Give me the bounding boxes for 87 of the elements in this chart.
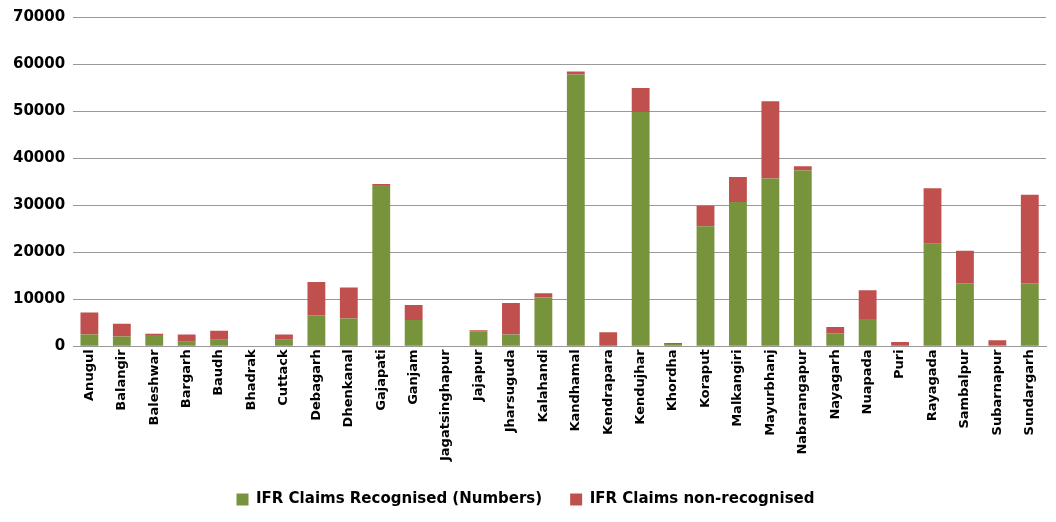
bar	[988, 340, 1007, 345]
bar	[275, 339, 293, 346]
x-tick-label: Cuttack	[275, 349, 291, 406]
x-tick-label: Jagatsinghapur	[437, 348, 453, 462]
x-tick-label: Koraput	[696, 349, 712, 409]
bar	[923, 243, 942, 346]
bar	[826, 333, 845, 346]
bar	[404, 320, 423, 346]
y-tick-label: 30000	[13, 195, 66, 214]
x-tick-label: Jharsuguda	[502, 349, 518, 434]
x-tick-label: Jajapur	[469, 348, 485, 403]
x-tick-label: Kalahandi	[534, 349, 550, 423]
bar	[502, 303, 520, 335]
legend-label: IFR Claims non-recognised	[589, 489, 815, 508]
bar	[534, 293, 553, 298]
x-tick-label: Ganjam	[405, 349, 421, 405]
bar	[145, 335, 164, 346]
bar	[566, 74, 585, 346]
bar	[793, 170, 812, 346]
x-tick-label: Baudh	[210, 349, 226, 396]
x-tick-label: Bargarh	[178, 349, 194, 409]
bar	[761, 178, 780, 346]
x-tick-label: Nuapada	[859, 349, 875, 415]
legend-label: IFR Claims Recognised (Numbers)	[256, 489, 543, 508]
bar	[502, 334, 520, 346]
y-tick-label: 70000	[13, 6, 66, 25]
bar	[112, 323, 131, 337]
y-tick-label: 20000	[13, 242, 66, 261]
x-tick-label: Anugul	[80, 349, 96, 401]
bar	[307, 281, 326, 316]
bar	[858, 319, 877, 346]
x-tick-label: Debagarh	[307, 349, 323, 421]
bar	[923, 188, 942, 244]
x-tick-label: Baleshwar	[145, 348, 161, 426]
x-tick-label: Sundargarh	[1021, 349, 1037, 436]
bar	[339, 287, 358, 319]
y-tick-label: 60000	[13, 53, 66, 72]
x-tick-label: Nabarangapur	[794, 348, 810, 455]
bar	[534, 297, 553, 346]
bar	[210, 339, 229, 346]
bar	[793, 166, 812, 171]
bar	[761, 101, 780, 179]
y-tick-label: 0	[54, 336, 66, 355]
bar	[1020, 194, 1039, 284]
bar	[891, 342, 909, 346]
bar	[372, 184, 391, 346]
x-tick-label: Kandhamal	[567, 349, 583, 432]
bar	[177, 334, 196, 342]
bar	[956, 283, 974, 346]
bar	[956, 250, 974, 284]
x-tick-label: Balangir	[113, 348, 129, 411]
bar	[177, 341, 196, 346]
y-tick-label: 10000	[13, 289, 66, 308]
y-tick-label: 50000	[13, 100, 66, 119]
x-tick-label: Malkangiri	[729, 349, 745, 427]
x-tick-label: Mayurbhanj	[761, 349, 777, 436]
bar	[112, 336, 131, 346]
x-tick-label: Puri	[891, 349, 907, 379]
bar	[826, 327, 845, 334]
x-tick-label: Kendujhar	[632, 348, 648, 425]
bar	[858, 290, 877, 320]
bar	[599, 332, 618, 346]
bar	[631, 112, 650, 346]
bar	[404, 304, 423, 320]
bar	[210, 330, 229, 340]
x-tick-label: Nayagarh	[826, 349, 842, 420]
x-tick-label: Subarnapur	[988, 348, 1004, 436]
x-tick-label: Bhadrak	[242, 349, 258, 411]
bar	[729, 201, 747, 346]
x-tick-label: Dhenkanal	[340, 349, 356, 428]
bar	[307, 315, 326, 346]
bar	[631, 88, 650, 113]
bar	[696, 226, 715, 346]
bar	[729, 176, 747, 202]
bar	[696, 205, 715, 227]
x-tick-label: Rayagada	[923, 349, 939, 422]
bar	[80, 312, 99, 335]
x-tick-label: Gajapati	[372, 349, 388, 411]
bar	[80, 334, 99, 346]
x-tick-label: Kendrapara	[599, 349, 615, 436]
bar	[1020, 283, 1039, 346]
x-tick-label: Khordha	[664, 349, 680, 412]
bar	[339, 318, 358, 346]
bar	[275, 334, 293, 340]
bar	[469, 331, 488, 346]
x-tick-label: Sambalpur	[956, 348, 972, 429]
y-tick-label: 40000	[13, 148, 66, 167]
